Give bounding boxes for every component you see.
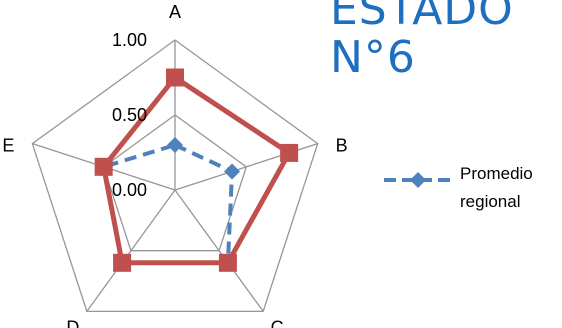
series-0-line [101, 143, 235, 265]
series-1-point-D [113, 253, 132, 272]
category-label-C: C [271, 317, 284, 328]
series-0-point-A [167, 137, 183, 153]
axis-spoke-D [86, 189, 176, 312]
category-label-E: E [2, 136, 14, 156]
category-label-D: D [66, 317, 79, 328]
chart-title-line-2: N°6 [330, 32, 416, 83]
series-1-line [101, 75, 292, 266]
tick-label-1: 0.50 [112, 105, 147, 125]
series-1-point-B [280, 143, 299, 162]
grid-ring-2 [31, 39, 319, 313]
series-1-point-E [94, 157, 113, 176]
chart-title-line-1: ESTADO [330, 0, 514, 35]
legend-label-line-1: Promedio [460, 164, 533, 183]
legend-swatch [384, 172, 452, 188]
legend-swatch-marker [410, 172, 426, 188]
series-1-point-C [218, 253, 237, 272]
category-label-A: A [169, 2, 181, 22]
tick-label-0: 0.00 [112, 180, 147, 200]
axis-spoke-C [174, 189, 264, 312]
category-label-B: B [336, 136, 348, 156]
series-1-point-A [166, 68, 184, 87]
legend-label-line-2: regional [460, 192, 521, 211]
grid-ring-1 [102, 114, 248, 252]
series-0-point-B [224, 163, 241, 180]
tick-label-2: 1.00 [112, 30, 147, 50]
